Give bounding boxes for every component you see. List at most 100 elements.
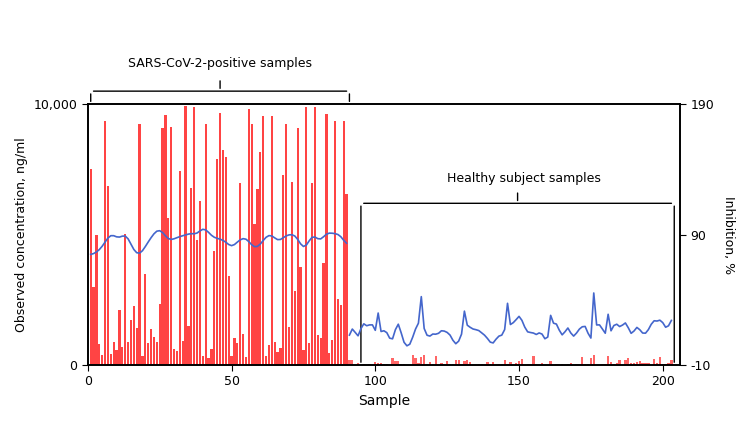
Bar xyxy=(382,364,385,365)
Bar xyxy=(248,109,250,365)
Bar xyxy=(147,343,149,365)
Bar xyxy=(178,171,181,365)
Bar xyxy=(403,363,405,365)
Bar xyxy=(316,335,319,365)
Bar xyxy=(515,363,517,365)
Bar xyxy=(458,360,460,365)
Bar xyxy=(664,364,667,365)
Bar xyxy=(343,121,345,365)
Bar xyxy=(590,358,592,365)
Bar xyxy=(357,363,359,365)
Bar xyxy=(581,357,584,365)
Bar xyxy=(320,338,322,365)
Bar xyxy=(116,350,118,365)
Bar xyxy=(616,363,618,365)
Bar xyxy=(550,361,552,365)
Bar xyxy=(503,360,506,365)
Bar xyxy=(492,362,494,365)
Text: Healthy subject samples: Healthy subject samples xyxy=(446,172,601,185)
Bar xyxy=(377,363,380,365)
Bar xyxy=(578,364,580,365)
Bar xyxy=(569,363,572,365)
Bar xyxy=(592,355,595,365)
Bar xyxy=(326,114,328,365)
Bar xyxy=(296,128,298,365)
Bar xyxy=(449,363,452,365)
Bar xyxy=(619,360,621,365)
Bar xyxy=(412,355,414,365)
Bar xyxy=(586,364,590,365)
Bar xyxy=(288,327,290,365)
Bar xyxy=(363,364,365,365)
Bar xyxy=(374,362,376,365)
Bar xyxy=(89,169,92,365)
Bar xyxy=(498,364,500,365)
Bar xyxy=(98,344,100,365)
Bar xyxy=(167,218,170,365)
Bar xyxy=(244,357,247,365)
Bar xyxy=(415,358,417,365)
Bar xyxy=(653,359,656,365)
Bar xyxy=(190,188,193,365)
Bar xyxy=(481,364,483,365)
Bar xyxy=(567,364,569,365)
Bar xyxy=(509,362,512,365)
Bar xyxy=(602,364,604,365)
Bar xyxy=(417,363,419,365)
Bar xyxy=(254,224,256,365)
Bar xyxy=(262,116,264,365)
Bar xyxy=(434,356,436,365)
Bar xyxy=(426,364,428,365)
Bar xyxy=(604,364,607,365)
Bar xyxy=(256,189,259,365)
Bar xyxy=(340,305,342,365)
Bar xyxy=(532,356,535,365)
Bar xyxy=(182,341,184,365)
Bar xyxy=(101,354,104,365)
Bar xyxy=(271,116,273,365)
Bar xyxy=(469,362,471,365)
Bar xyxy=(526,363,529,365)
Bar xyxy=(196,240,198,365)
Bar xyxy=(302,350,304,365)
Bar xyxy=(282,175,284,365)
Bar xyxy=(610,362,612,365)
Bar xyxy=(311,183,314,365)
Bar xyxy=(368,364,370,365)
Bar xyxy=(420,357,422,365)
X-axis label: Sample: Sample xyxy=(358,394,410,408)
Bar xyxy=(222,150,224,365)
Bar xyxy=(638,360,641,365)
Text: SARS-CoV-2-positive samples: SARS-CoV-2-positive samples xyxy=(128,57,312,70)
Bar xyxy=(305,107,308,365)
Bar xyxy=(624,360,626,365)
Bar xyxy=(331,340,333,365)
Bar xyxy=(265,356,267,365)
Bar xyxy=(627,358,629,365)
Bar xyxy=(161,128,164,365)
Bar xyxy=(337,299,339,365)
Bar xyxy=(670,360,673,365)
Bar xyxy=(429,362,431,365)
Bar xyxy=(668,363,670,365)
Bar xyxy=(164,115,166,365)
Bar xyxy=(486,362,488,365)
Bar xyxy=(346,194,348,365)
Bar xyxy=(584,364,586,365)
Bar xyxy=(274,343,276,365)
Bar xyxy=(285,124,287,365)
Bar xyxy=(150,329,152,365)
Bar xyxy=(233,338,236,365)
Bar xyxy=(308,343,310,365)
Bar xyxy=(110,354,112,365)
Bar xyxy=(216,159,218,365)
Bar xyxy=(268,345,270,365)
Bar xyxy=(291,182,293,365)
Bar xyxy=(136,328,138,365)
Bar xyxy=(334,121,336,365)
Bar xyxy=(423,355,425,365)
Bar xyxy=(506,364,509,365)
Bar xyxy=(236,343,238,365)
Bar xyxy=(130,321,132,365)
Bar xyxy=(636,362,638,365)
